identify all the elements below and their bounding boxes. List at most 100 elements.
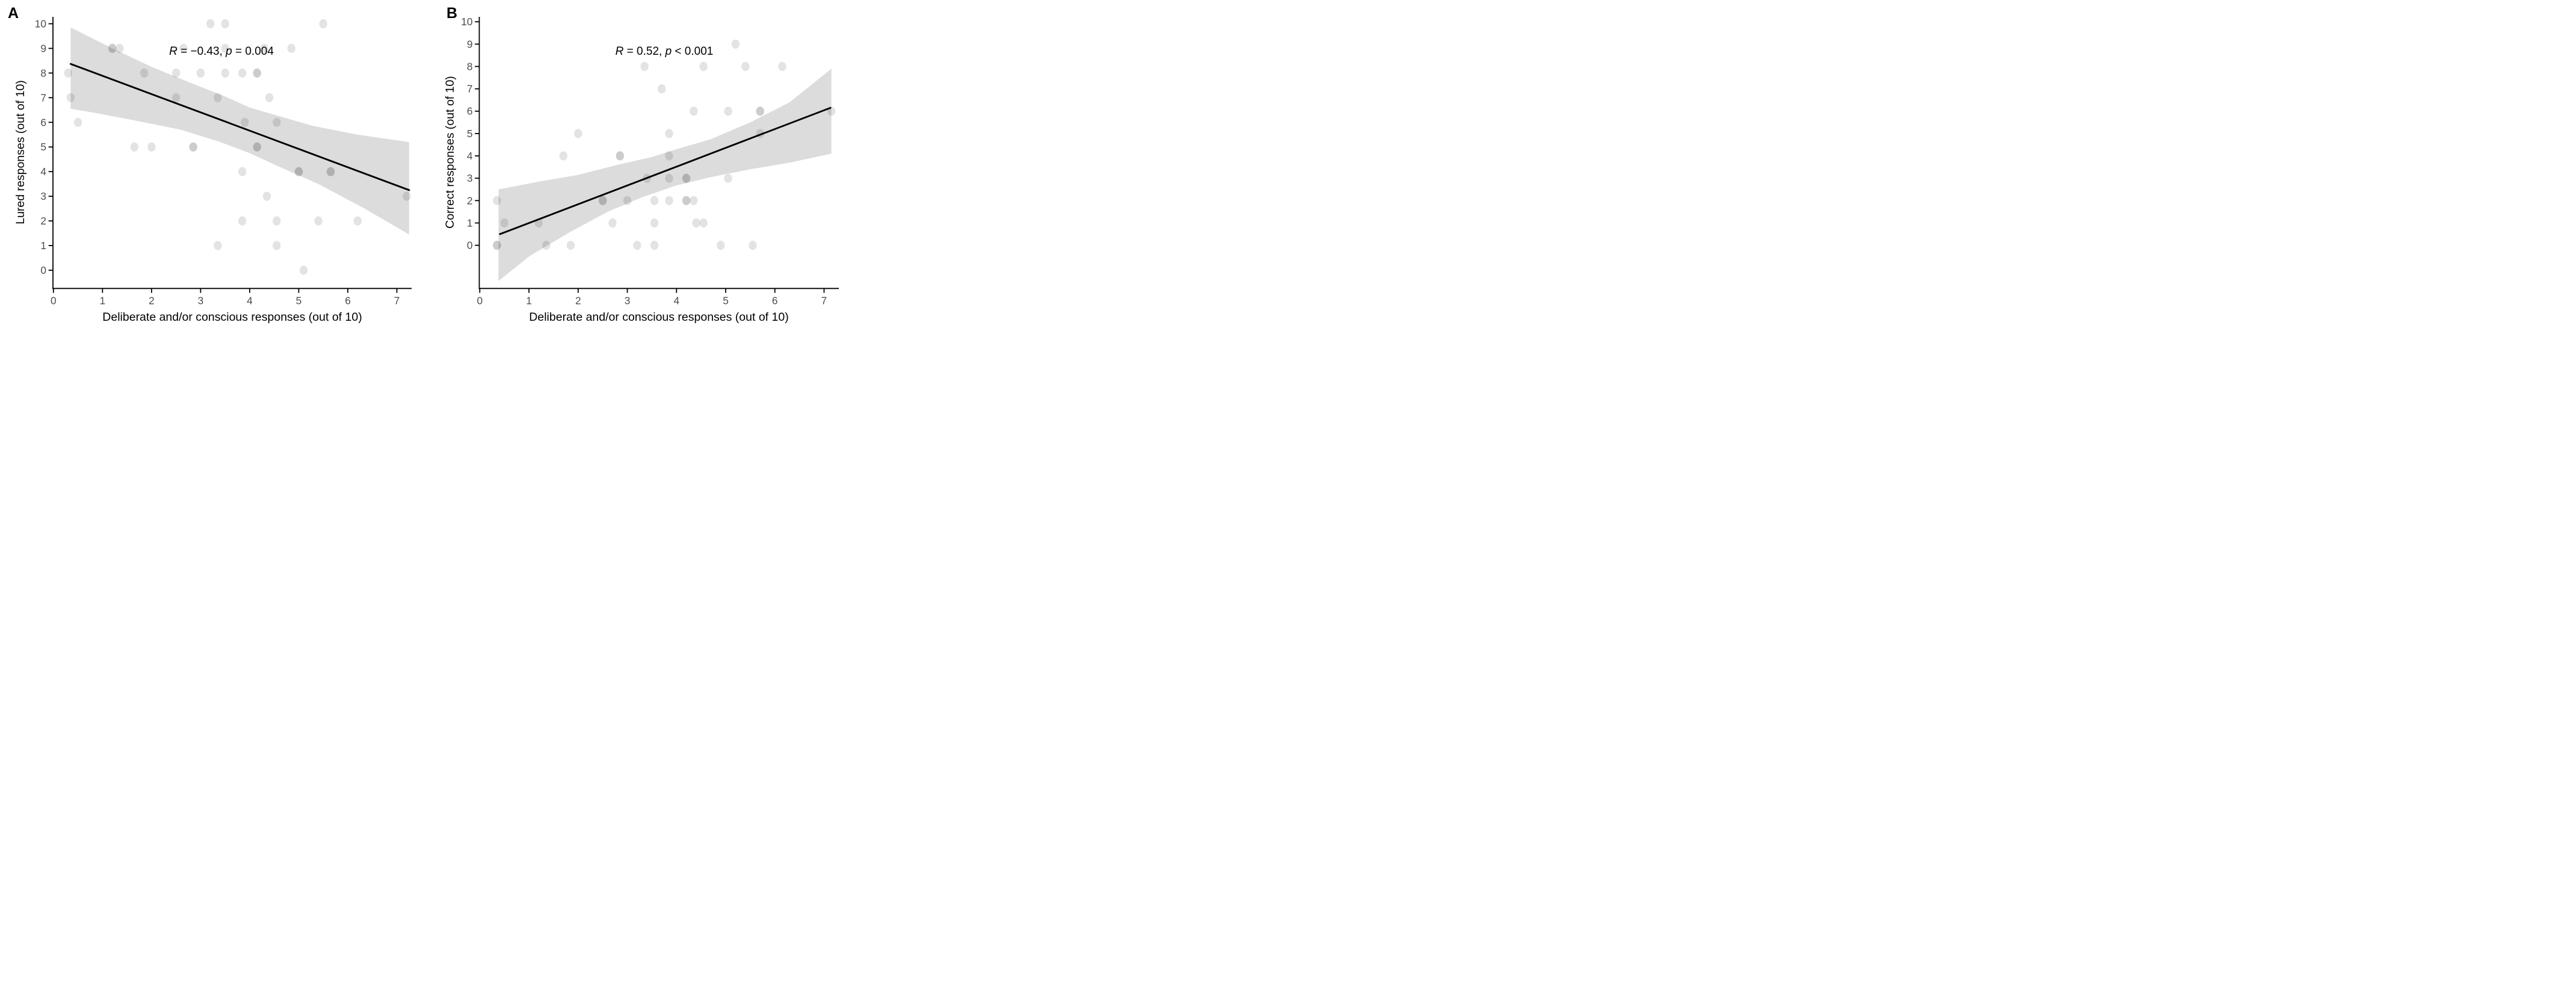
data-point: [116, 43, 124, 53]
data-point: [690, 196, 698, 205]
y-tick-label: 9: [40, 42, 46, 54]
data-point: [140, 68, 149, 78]
data-point: [238, 167, 247, 176]
ci-band: [498, 69, 832, 281]
data-point: [238, 68, 247, 78]
data-point: [731, 39, 740, 49]
y-tick-label: 3: [467, 172, 473, 184]
data-point: [741, 61, 750, 72]
data-point: [171, 68, 181, 78]
data-point: [314, 216, 323, 226]
data-point: [493, 241, 501, 250]
data-point: [665, 151, 673, 161]
data-point: [699, 61, 708, 72]
r-value: = 0.52,: [623, 45, 665, 58]
data-point: [319, 19, 327, 29]
panel-b-correlation-annotation: R = 0.52, p < 0.001: [616, 45, 714, 58]
x-tick-label: 1: [100, 294, 106, 306]
data-point: [189, 142, 197, 152]
data-point: [699, 218, 708, 228]
x-tick-label: 2: [575, 294, 581, 306]
data-point: [171, 93, 181, 102]
data-point: [273, 241, 281, 250]
data-point: [608, 218, 617, 228]
p-value: < 0.001: [672, 45, 713, 58]
data-point: [147, 142, 156, 152]
data-point: [717, 241, 725, 250]
data-point: [756, 129, 764, 138]
scatter-points: [493, 39, 836, 250]
data-point: [665, 173, 673, 183]
y-tick-label: 7: [40, 91, 46, 104]
panel-a-correlation-annotation: R = −0.43, p = 0.004: [169, 45, 274, 58]
data-point: [214, 93, 222, 102]
data-point: [64, 68, 73, 78]
y-tick-label: 8: [467, 60, 473, 72]
data-point: [241, 117, 249, 127]
panel-b: 0 1 2 3 4 5 6 7 0 1 2 3 4 5 6 7 8 9 10 B Correct responses…: [443, 5, 839, 324]
data-point: [534, 218, 543, 228]
panel-b-letter: B: [446, 5, 457, 22]
data-point: [260, 43, 269, 53]
data-point: [299, 265, 308, 275]
data-point: [66, 93, 75, 102]
y-tick-label: 9: [467, 38, 473, 50]
y-tick-label: 6: [40, 116, 46, 128]
panel-b-plot: 0 1 2 3 4 5 6 7 0 1 2 3 4 5 6 7 8 9 10: [461, 16, 839, 306]
p-symbol: p: [225, 45, 232, 58]
y-tick-label: 0: [40, 264, 46, 276]
data-point: [665, 196, 673, 205]
panel-a-plot: 0 1 2 3 4 5 6 7 0 1 2 3 4 5 6 7 8 9 10: [35, 17, 412, 306]
data-point: [650, 218, 659, 228]
x-tick-label: 1: [526, 294, 532, 306]
x-tick-label: 4: [673, 294, 679, 306]
y-tick-label: 4: [40, 166, 46, 178]
data-point: [827, 107, 836, 116]
panel-a: 0 1 2 3 4 5 6 7 0 1 2 3 4 5 6 7 8 9 10 A Lured responses (…: [8, 5, 412, 324]
data-point: [640, 61, 649, 72]
y-tick-label: 2: [40, 215, 46, 227]
x-tick-label: 0: [477, 294, 483, 306]
y-tick-label: 10: [35, 17, 46, 29]
data-point: [403, 191, 411, 201]
data-point: [778, 61, 786, 72]
y-tick-label: 10: [461, 16, 472, 28]
x-tick-label: 5: [723, 294, 729, 306]
panel-a-letter: A: [8, 5, 19, 22]
y-tick-label: 3: [40, 190, 46, 202]
y-tick-label: 6: [467, 105, 473, 117]
data-point: [253, 142, 261, 152]
data-point: [682, 196, 691, 205]
x-tick-label: 3: [625, 294, 631, 306]
data-point: [665, 129, 673, 138]
data-point: [616, 151, 624, 161]
data-point: [724, 173, 732, 183]
data-point: [542, 241, 551, 250]
data-point: [599, 196, 607, 205]
r-value: = −0.43,: [178, 45, 226, 58]
y-tick-label: 4: [467, 150, 473, 162]
two-panel-scatter-figure: 0 1 2 3 4 5 6 7 0 1 2 3 4 5 6 7 8 9 10 A Lured responses (…: [0, 0, 859, 331]
x-tick-label: 6: [345, 294, 351, 306]
data-point: [108, 43, 117, 53]
y-tick-label: 7: [467, 83, 473, 95]
x-tick-label: 2: [149, 294, 155, 306]
data-point: [265, 93, 274, 102]
y-tick-label: 8: [40, 67, 46, 79]
data-point: [221, 19, 229, 29]
y-tick-label: 5: [40, 141, 46, 153]
trend-line: [69, 63, 410, 191]
panel-a-y-axis-label: Lured responses (out of 10): [14, 80, 27, 224]
data-point: [633, 241, 641, 250]
data-point: [682, 173, 691, 183]
data-point: [493, 196, 501, 205]
panel-a-x-axis-label: Deliberate and/or conscious responses (o…: [102, 311, 362, 324]
data-point: [559, 151, 567, 161]
x-tick-label: 6: [772, 294, 778, 306]
data-point: [214, 241, 222, 250]
x-tick-label: 3: [198, 294, 204, 306]
scatter-points: [64, 19, 411, 275]
data-point: [253, 68, 261, 78]
data-point: [650, 196, 659, 205]
data-point: [574, 129, 582, 138]
